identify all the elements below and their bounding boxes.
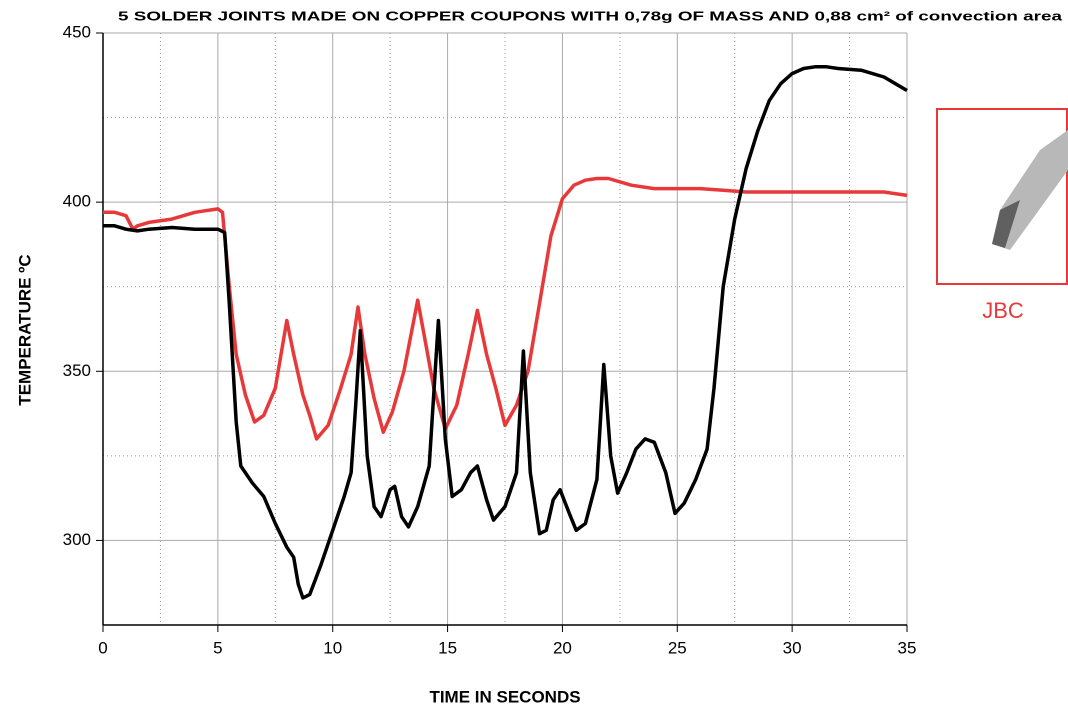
grid: 0 5 10 15 20 25 30 35 300 350 400 450 (63, 22, 917, 657)
inset-photo (936, 108, 1068, 285)
x-axis-label: TIME IN SECONDS (429, 687, 580, 706)
tip-end (992, 200, 1020, 248)
plot (103, 65, 908, 600)
chart-title: 5 SOLDER JOINTS MADE ON COPPER COUPONS W… (118, 8, 1063, 23)
x-tick-label: 5 (213, 638, 222, 657)
series-line (103, 65, 908, 600)
x-tick-label: 25 (668, 638, 687, 657)
y-tick-label: 450 (63, 22, 91, 41)
x-tick-label: 30 (783, 638, 802, 657)
x-tick-label: 0 (98, 638, 107, 657)
y-tick-label: 400 (63, 192, 91, 211)
x-tick-label: 20 (553, 638, 572, 657)
y-tick-label: 350 (63, 361, 91, 380)
y-axis-label: TEMPERATURE ºC (15, 254, 34, 405)
x-tick-label: 15 (438, 638, 457, 657)
x-tick-label: 10 (323, 638, 342, 657)
x-tick-label: 35 (898, 638, 917, 657)
annotation: JBC (982, 298, 1024, 323)
y-tick-label: 300 (63, 530, 91, 549)
